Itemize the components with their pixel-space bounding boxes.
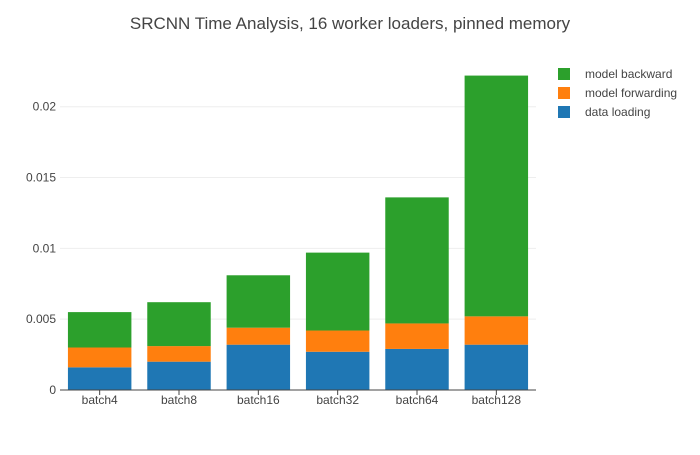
y-tick-label: 0.015 (26, 171, 56, 185)
bar-segment-data-loading-batch16[interactable] (227, 345, 290, 390)
bar-segment-model-forwarding-batch16[interactable] (227, 328, 290, 345)
bar-segment-model-backward-batch32[interactable] (306, 253, 369, 331)
bar-segment-model-backward-batch4[interactable] (68, 312, 131, 347)
bar-segment-model-backward-batch128[interactable] (465, 76, 528, 317)
legend-swatch (558, 68, 570, 80)
bar-segment-model-forwarding-batch8[interactable] (147, 346, 210, 362)
legend-label: data loading (585, 105, 650, 119)
y-tick-label: 0.005 (26, 312, 56, 326)
bar-segment-data-loading-batch128[interactable] (465, 345, 528, 390)
bar-segment-model-forwarding-batch32[interactable] (306, 331, 369, 352)
legend-item-model-backward[interactable]: model backward (558, 67, 672, 81)
bar-segment-model-backward-batch64[interactable] (385, 197, 448, 323)
legend[interactable]: model backward model forwarding data loadi… (558, 67, 677, 119)
x-tick-label: batch64 (396, 393, 439, 407)
y-axis-ticks: 0 0.005 0.01 0.015 0.02 (26, 100, 56, 397)
legend-swatch (558, 87, 570, 99)
bar-segment-data-loading-batch64[interactable] (385, 349, 448, 390)
bar-segment-data-loading-batch8[interactable] (147, 362, 210, 390)
x-tick-label: batch16 (237, 393, 280, 407)
bar-segment-model-forwarding-batch64[interactable] (385, 323, 448, 348)
legend-label: model backward (585, 67, 672, 81)
x-tick-label: batch8 (161, 393, 197, 407)
x-tick-label: batch4 (82, 393, 118, 407)
legend-label: model forwarding (585, 86, 677, 100)
bars (68, 76, 528, 390)
bar-segment-model-backward-batch16[interactable] (227, 275, 290, 327)
x-tick-label: batch32 (316, 393, 359, 407)
legend-item-model-forwarding[interactable]: model forwarding (558, 86, 677, 100)
legend-swatch (558, 106, 570, 118)
bar-segment-model-forwarding-batch4[interactable] (68, 348, 131, 368)
y-tick-label: 0.01 (33, 241, 57, 255)
bar-segment-model-forwarding-batch128[interactable] (465, 316, 528, 344)
bar-segment-model-backward-batch8[interactable] (147, 302, 210, 346)
chart-title: SRCNN Time Analysis, 16 worker loaders, … (130, 14, 571, 33)
y-tick-label: 0 (49, 383, 56, 397)
bar-segment-data-loading-batch32[interactable] (306, 352, 369, 390)
legend-item-data-loading[interactable]: data loading (558, 105, 650, 119)
x-axis-ticks: batch4 batch8 batch16 batch32 batch64 batch12… (82, 390, 522, 407)
y-tick-label: 0.02 (33, 100, 57, 114)
bar-segment-data-loading-batch4[interactable] (68, 367, 131, 390)
x-tick-label: batch128 (472, 393, 522, 407)
